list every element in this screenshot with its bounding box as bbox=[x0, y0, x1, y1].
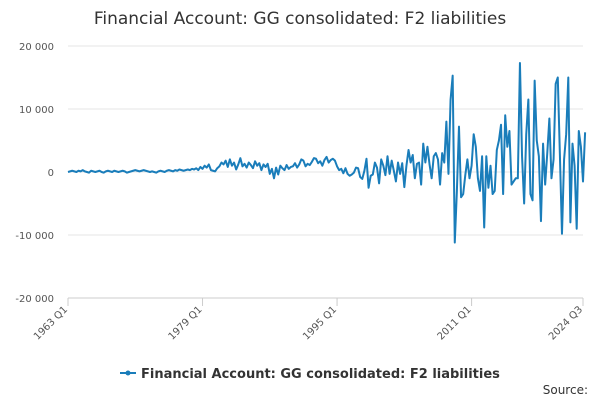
legend-marker bbox=[125, 370, 131, 376]
x-tick-label: 1963 Q1 bbox=[32, 304, 70, 342]
y-tick-label: 10 000 bbox=[19, 105, 54, 116]
x-tick-label: 2024 Q3 bbox=[547, 304, 585, 342]
y-tick-label: 20 000 bbox=[19, 42, 54, 53]
data-line bbox=[67, 62, 587, 244]
source: Source: bbox=[543, 383, 588, 397]
x-tick-label: 1979 Q1 bbox=[167, 304, 205, 342]
y-tick-label: -10 000 bbox=[15, 231, 54, 242]
y-tick-label: 0 bbox=[48, 168, 54, 179]
x-tick-label: 2011 Q1 bbox=[436, 304, 474, 342]
y-tick-label: -20 000 bbox=[15, 294, 54, 305]
legend-label: Financial Account: GG consolidated: F2 l… bbox=[141, 367, 500, 382]
chart-title: Financial Account: GG consolidated: F2 l… bbox=[94, 9, 507, 29]
x-tick-label: 1995 Q1 bbox=[301, 304, 339, 342]
